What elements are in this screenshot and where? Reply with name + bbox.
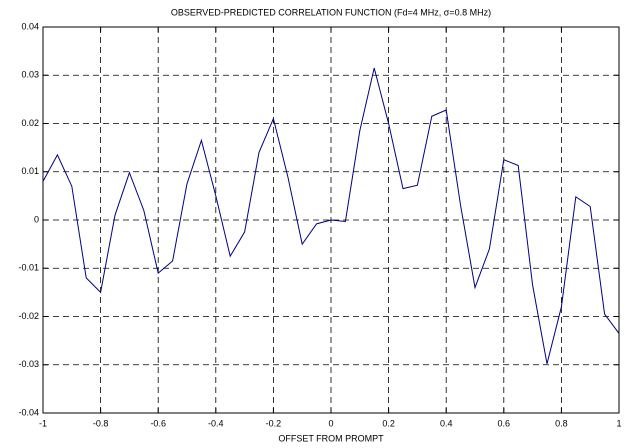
y-tick-label: 0.02 [21, 118, 39, 128]
x-tick-label: -0.4 [208, 418, 224, 428]
x-tick-label: 0.8 [555, 418, 568, 428]
data-line [42, 67, 620, 364]
plot-frame [42, 26, 620, 414]
y-tick-label: -0.02 [18, 311, 39, 321]
x-tick-label: -0.2 [266, 418, 282, 428]
x-tick-label: 0 [328, 418, 333, 428]
y-tick-label: 0.01 [21, 166, 39, 176]
chart-title: OBSERVED-PREDICTED CORRELATION FUNCTION … [171, 7, 491, 17]
y-tick-label: -0.04 [18, 407, 39, 417]
x-tick-label: -1 [39, 418, 47, 428]
x-tick-label: -0.8 [93, 418, 109, 428]
y-tick-label: 0.04 [21, 21, 39, 31]
x-tick-label: 0.6 [498, 418, 511, 428]
x-axis-label: OFFSET FROM PROMPT [278, 433, 384, 443]
y-tick-label: 0 [34, 214, 39, 224]
x-tick-label: 0.4 [440, 418, 453, 428]
y-tick-label: 0.03 [21, 70, 39, 80]
x-tick-label: 1 [616, 418, 621, 428]
x-tick-label: -0.6 [150, 418, 166, 428]
y-tick-label: -0.03 [18, 359, 39, 369]
x-tick-label: 0.2 [382, 418, 395, 428]
y-tick-label: -0.01 [18, 263, 39, 273]
